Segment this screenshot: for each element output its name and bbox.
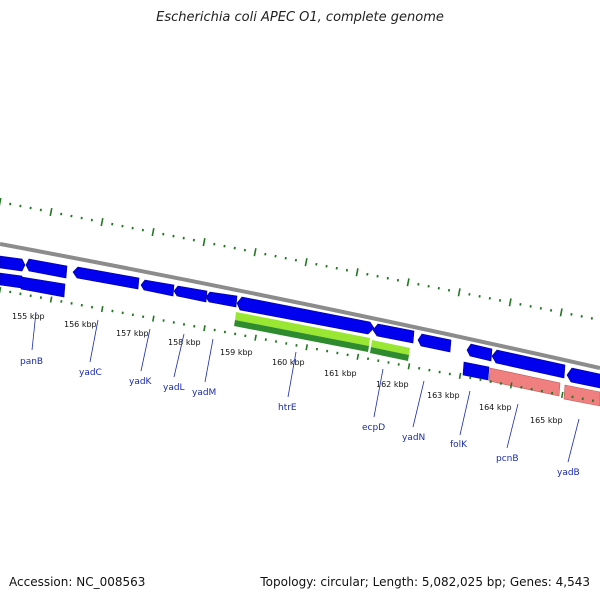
major-tick [0, 286, 2, 294]
genome-backbone [0, 242, 600, 370]
major-tick [509, 382, 513, 389]
major-tick [508, 298, 512, 307]
cds-arrow[interactable] [566, 367, 600, 389]
major-tick [100, 305, 104, 313]
cds-arrow[interactable] [236, 296, 375, 335]
leader-line [287, 351, 297, 398]
kbp-label: 155 kbp [12, 312, 45, 321]
cds-arrow[interactable] [0, 272, 23, 289]
cds-arrow[interactable] [205, 291, 238, 308]
gene-label-panb[interactable]: panB [20, 357, 43, 367]
map-title: Escherichia coli APEC O1, complete genom… [156, 10, 444, 25]
kbp-label: 165 kbp [530, 416, 563, 425]
major-tick [152, 315, 155, 322]
gene-label-ecpd[interactable]: ecpD [362, 423, 385, 433]
kbp-axis: 155 kbp 156 kbp 157 kbp 158 kbp 159 kbp … [12, 312, 563, 425]
leader-line [89, 319, 99, 363]
kbp-label: 163 kbp [427, 391, 460, 400]
leader-line [140, 328, 151, 372]
leader-line [412, 380, 425, 428]
major-tick [151, 228, 155, 237]
major-tick [100, 217, 104, 227]
major-tick [407, 363, 411, 370]
cds-arrow[interactable] [417, 333, 452, 353]
major-tick [49, 207, 53, 217]
major-tick [458, 372, 462, 379]
leader-line [204, 338, 214, 383]
kbp-label: 158 kbp [168, 338, 201, 347]
major-tick [254, 334, 257, 341]
major-tick [203, 325, 206, 332]
kbp-label: 157 kbp [116, 329, 149, 338]
leader-line [173, 333, 185, 378]
cds-arrow[interactable] [491, 349, 566, 379]
inner-tick-track [0, 286, 595, 403]
genome-summary: Topology: circular; Length: 5,082,025 bp… [260, 575, 590, 589]
pink-feature[interactable] [563, 384, 600, 407]
rna-feature-dark[interactable] [234, 320, 369, 352]
cds-arrow[interactable] [140, 279, 175, 297]
cds-arrow[interactable] [173, 285, 208, 303]
rna-feature-light[interactable] [371, 340, 410, 355]
major-tick [356, 353, 360, 360]
major-tick [49, 296, 53, 303]
kbp-label: 161 kbp [324, 369, 357, 378]
major-tick [457, 288, 461, 297]
gene-leaders [31, 311, 580, 463]
major-tick [355, 268, 359, 277]
major-tick [0, 197, 2, 207]
gene-label-yadm[interactable]: yadM [192, 388, 216, 398]
gene-label-yadc[interactable]: yadC [79, 368, 102, 378]
gene-label-yadb[interactable]: yadB [557, 468, 580, 478]
kbp-label: 159 kbp [220, 348, 253, 357]
major-tick [560, 391, 564, 399]
kbp-label: 162 kbp [376, 380, 409, 389]
pink-feature[interactable] [488, 367, 561, 397]
cds-arrow[interactable] [0, 255, 26, 272]
cds-arrow[interactable] [372, 323, 415, 344]
kbp-label: 156 kbp [64, 320, 97, 329]
cds-arrow[interactable] [462, 361, 490, 381]
leader-line [373, 368, 384, 418]
gene-label-htre[interactable]: htrE [278, 403, 297, 413]
leader-line [506, 403, 519, 449]
accession-label: Accession: NC_008563 [9, 575, 146, 589]
rna-feature-dark[interactable] [370, 347, 409, 361]
cds-arrow[interactable] [466, 343, 493, 362]
outer-tick-track [0, 197, 593, 320]
gene-label-yadn[interactable]: yadN [402, 433, 425, 443]
major-tick [406, 278, 410, 287]
kbp-label: 164 kbp [479, 403, 512, 412]
leader-line [567, 418, 580, 463]
gene-label-yadk[interactable]: yadK [129, 377, 153, 387]
major-tick [253, 248, 257, 257]
rna-feature-light[interactable] [235, 312, 370, 346]
leader-line [31, 311, 37, 351]
cds-arrow[interactable] [72, 266, 140, 290]
major-tick [202, 238, 206, 247]
major-tick [559, 308, 563, 317]
gene-label-pcnb[interactable]: pcnB [496, 454, 519, 464]
major-tick [304, 258, 308, 267]
gene-labels: panB yadC yadK yadL yadM htrE ecpD yadN … [20, 357, 580, 478]
leader-line [459, 390, 471, 436]
feature-track [0, 255, 600, 407]
kbp-label: 160 kbp [272, 358, 305, 367]
gene-label-folk[interactable]: folK [450, 440, 468, 450]
cds-arrow[interactable] [25, 258, 68, 279]
cds-arrow[interactable] [20, 276, 66, 298]
major-tick [305, 344, 309, 351]
gene-label-yadl[interactable]: yadL [163, 383, 185, 393]
